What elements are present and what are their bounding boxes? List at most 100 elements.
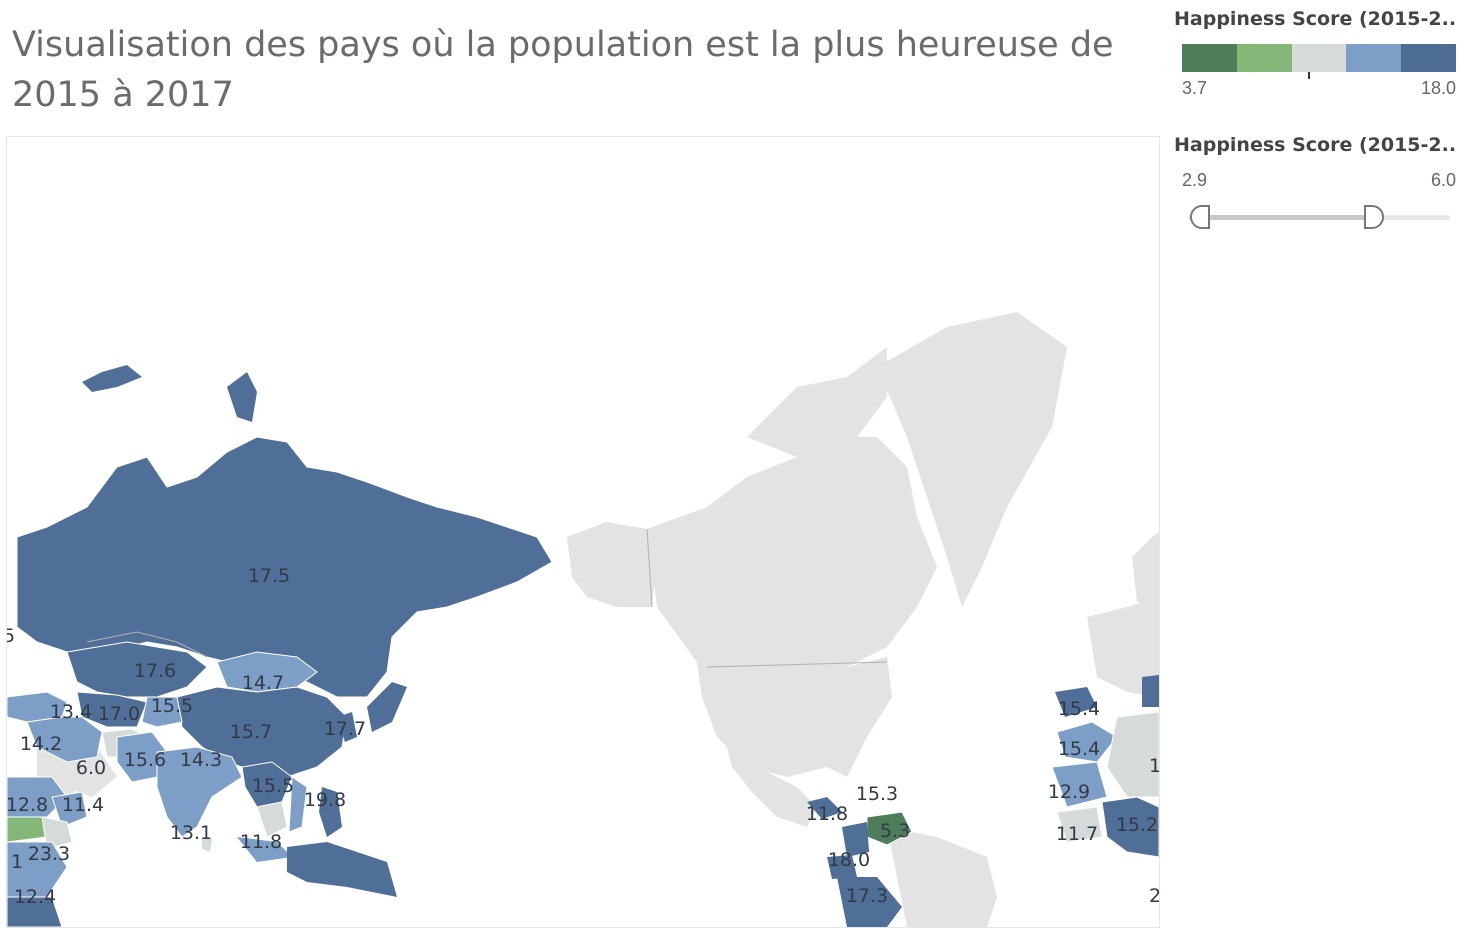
map-label-dominican: 15.3 [856,783,898,805]
svalbard-shape[interactable] [82,365,142,392]
map-label-kyrgyzstan: 15.5 [151,695,193,717]
mauritania-shape[interactable] [1051,761,1108,808]
map-label-ghana: 15.2 [1116,814,1158,836]
color-ramp[interactable] [1182,44,1456,72]
range-slider[interactable] [1188,202,1450,232]
map-label-peru: 17.3 [846,885,888,907]
somalia-shape[interactable] [51,791,88,828]
ghana-shape[interactable] [1101,796,1159,858]
map-label-venezuela: 5.3 [880,820,910,842]
portugal-shape[interactable] [1055,687,1097,717]
page-title: Visualisation des pays où la population … [12,25,1114,115]
mongolia-shape[interactable] [216,651,318,693]
map-label-iran: 14.2 [20,733,62,755]
map-label-south-sudan: 1 [11,851,23,873]
map-label-sri-lanka: 13.1 [170,822,212,844]
ramp-center-tick [1308,72,1310,79]
ethiopia-shape[interactable] [41,816,73,850]
philippines-shape[interactable] [319,787,342,837]
algeria-shape[interactable] [1106,711,1159,798]
kazakhstan-shape[interactable] [66,641,208,698]
map-label-mongolia: 14.7 [242,672,284,694]
scandinavia-shape[interactable] [1132,532,1159,607]
map-label-honduras: 11.8 [806,803,848,825]
slider-selected-range [1200,215,1376,220]
color-max-label: 18.0 [1420,78,1456,98]
alaska-shape[interactable] [567,522,657,607]
sri-lanka-shape[interactable] [202,837,212,852]
map-label-kenya: 23.3 [28,843,70,865]
japan-shape[interactable] [367,682,407,732]
filter-title: Happiness Score (2015-2... [1174,134,1456,156]
map-label-philippines: 19.8 [304,789,346,811]
russia-islands-shape[interactable] [227,372,257,422]
indonesia-shape[interactable] [287,842,397,897]
canada-shape[interactable] [647,437,937,682]
color-swatch-0 [1182,44,1237,72]
map-label-kazakhstan: 17.6 [134,660,176,682]
map-label-turkmenistan: 13.4 [50,701,92,723]
color-swatch-2 [1291,44,1347,72]
map-label-afghanistan: 6.0 [76,757,106,779]
vietnam-shape[interactable] [288,776,308,833]
ecuador-shape[interactable] [827,855,857,879]
color-legend-title: Happiness Score (2015-2... [1174,8,1456,30]
color-swatch-1 [1236,44,1292,72]
map-label-edge-right2: 2 [1149,885,1159,907]
color-legend[interactable]: Happiness Score (2015-2... 3.7 18.0 [1174,8,1464,98]
colombia-shape[interactable] [842,822,869,857]
map-label-pakistan: 15.6 [124,749,166,771]
data-countries [7,365,1159,927]
russia-shape[interactable] [16,436,553,698]
thailand-shape[interactable] [256,801,288,838]
map-label-uzbekistan: 17.0 [98,703,140,725]
map-labels: 17.5 5 17.6 14.7 13.4 17.0 15.5 15.7 17.7 14.2 6.0… [7,565,1159,908]
map-label-edge-right: 1 [1149,755,1159,777]
map-label-portugal: 15.4 [1058,698,1100,720]
filter-range-labels: 2.9 6.0 [1182,170,1456,196]
europe-shape[interactable] [1087,597,1159,697]
map-label-russia: 17.5 [248,565,290,587]
slider-max-handle[interactable] [1364,205,1384,229]
map-label-somalia: 11.4 [62,794,104,816]
map-label-edge-left: 5 [7,625,15,647]
spain-shape[interactable] [1142,675,1159,707]
map-label-nepal: 14.3 [180,749,222,771]
map-label-guinea: 11.7 [1056,823,1098,845]
country-borders [86,528,888,668]
slider-min-handle[interactable] [1190,205,1210,229]
range-filter[interactable]: Happiness Score (2015-2... 2.9 6.0 [1174,134,1464,232]
map-label-yemen: 12.8 [7,794,48,816]
south-america-shape[interactable] [887,827,997,927]
color-swatch-4 [1401,44,1456,72]
india-shape[interactable] [156,746,243,838]
usa-shape[interactable] [697,657,892,777]
korea-shape[interactable] [337,712,357,742]
map-label-china: 15.7 [230,721,272,743]
morocco-shape[interactable] [1056,721,1118,763]
map-label-malaysia: 11.8 [240,831,282,853]
map-label-myanmar: 15.5 [252,775,294,797]
color-min-label: 3.7 [1182,78,1208,98]
honduras-shape[interactable] [807,797,842,819]
kyrgyzstan-shape[interactable] [141,696,183,728]
guinea-shape[interactable] [1056,806,1103,843]
malaysia-shape[interactable] [237,837,292,862]
map-label-ecuador: 18.0 [828,849,870,871]
filter-max-label: 6.0 [1430,170,1456,190]
south-sudan-shape[interactable] [7,816,48,843]
filter-min-label: 2.9 [1182,170,1208,190]
map-label-korea: 17.7 [324,718,366,740]
map-label-mauritania: 12.9 [1048,781,1090,803]
map-label-morocco: 15.4 [1058,738,1100,760]
arctic-islands-shape[interactable] [747,347,887,457]
world-map[interactable]: 17.5 5 17.6 14.7 13.4 17.0 15.5 15.7 17.7 14.2 6.0… [7,137,1159,927]
iran-shape[interactable] [26,716,103,763]
kenya-shape[interactable] [7,841,68,898]
map-label-tanzania: 12.4 [14,886,56,908]
mexico-shape[interactable] [727,747,817,827]
greenland-shape[interactable] [877,312,1067,607]
map-view[interactable]: 17.5 5 17.6 14.7 13.4 17.0 15.5 15.7 17.7 14.2 6.0… [6,136,1160,928]
color-swatch-3 [1346,44,1402,72]
color-ramp-labels: 3.7 18.0 [1182,72,1456,98]
